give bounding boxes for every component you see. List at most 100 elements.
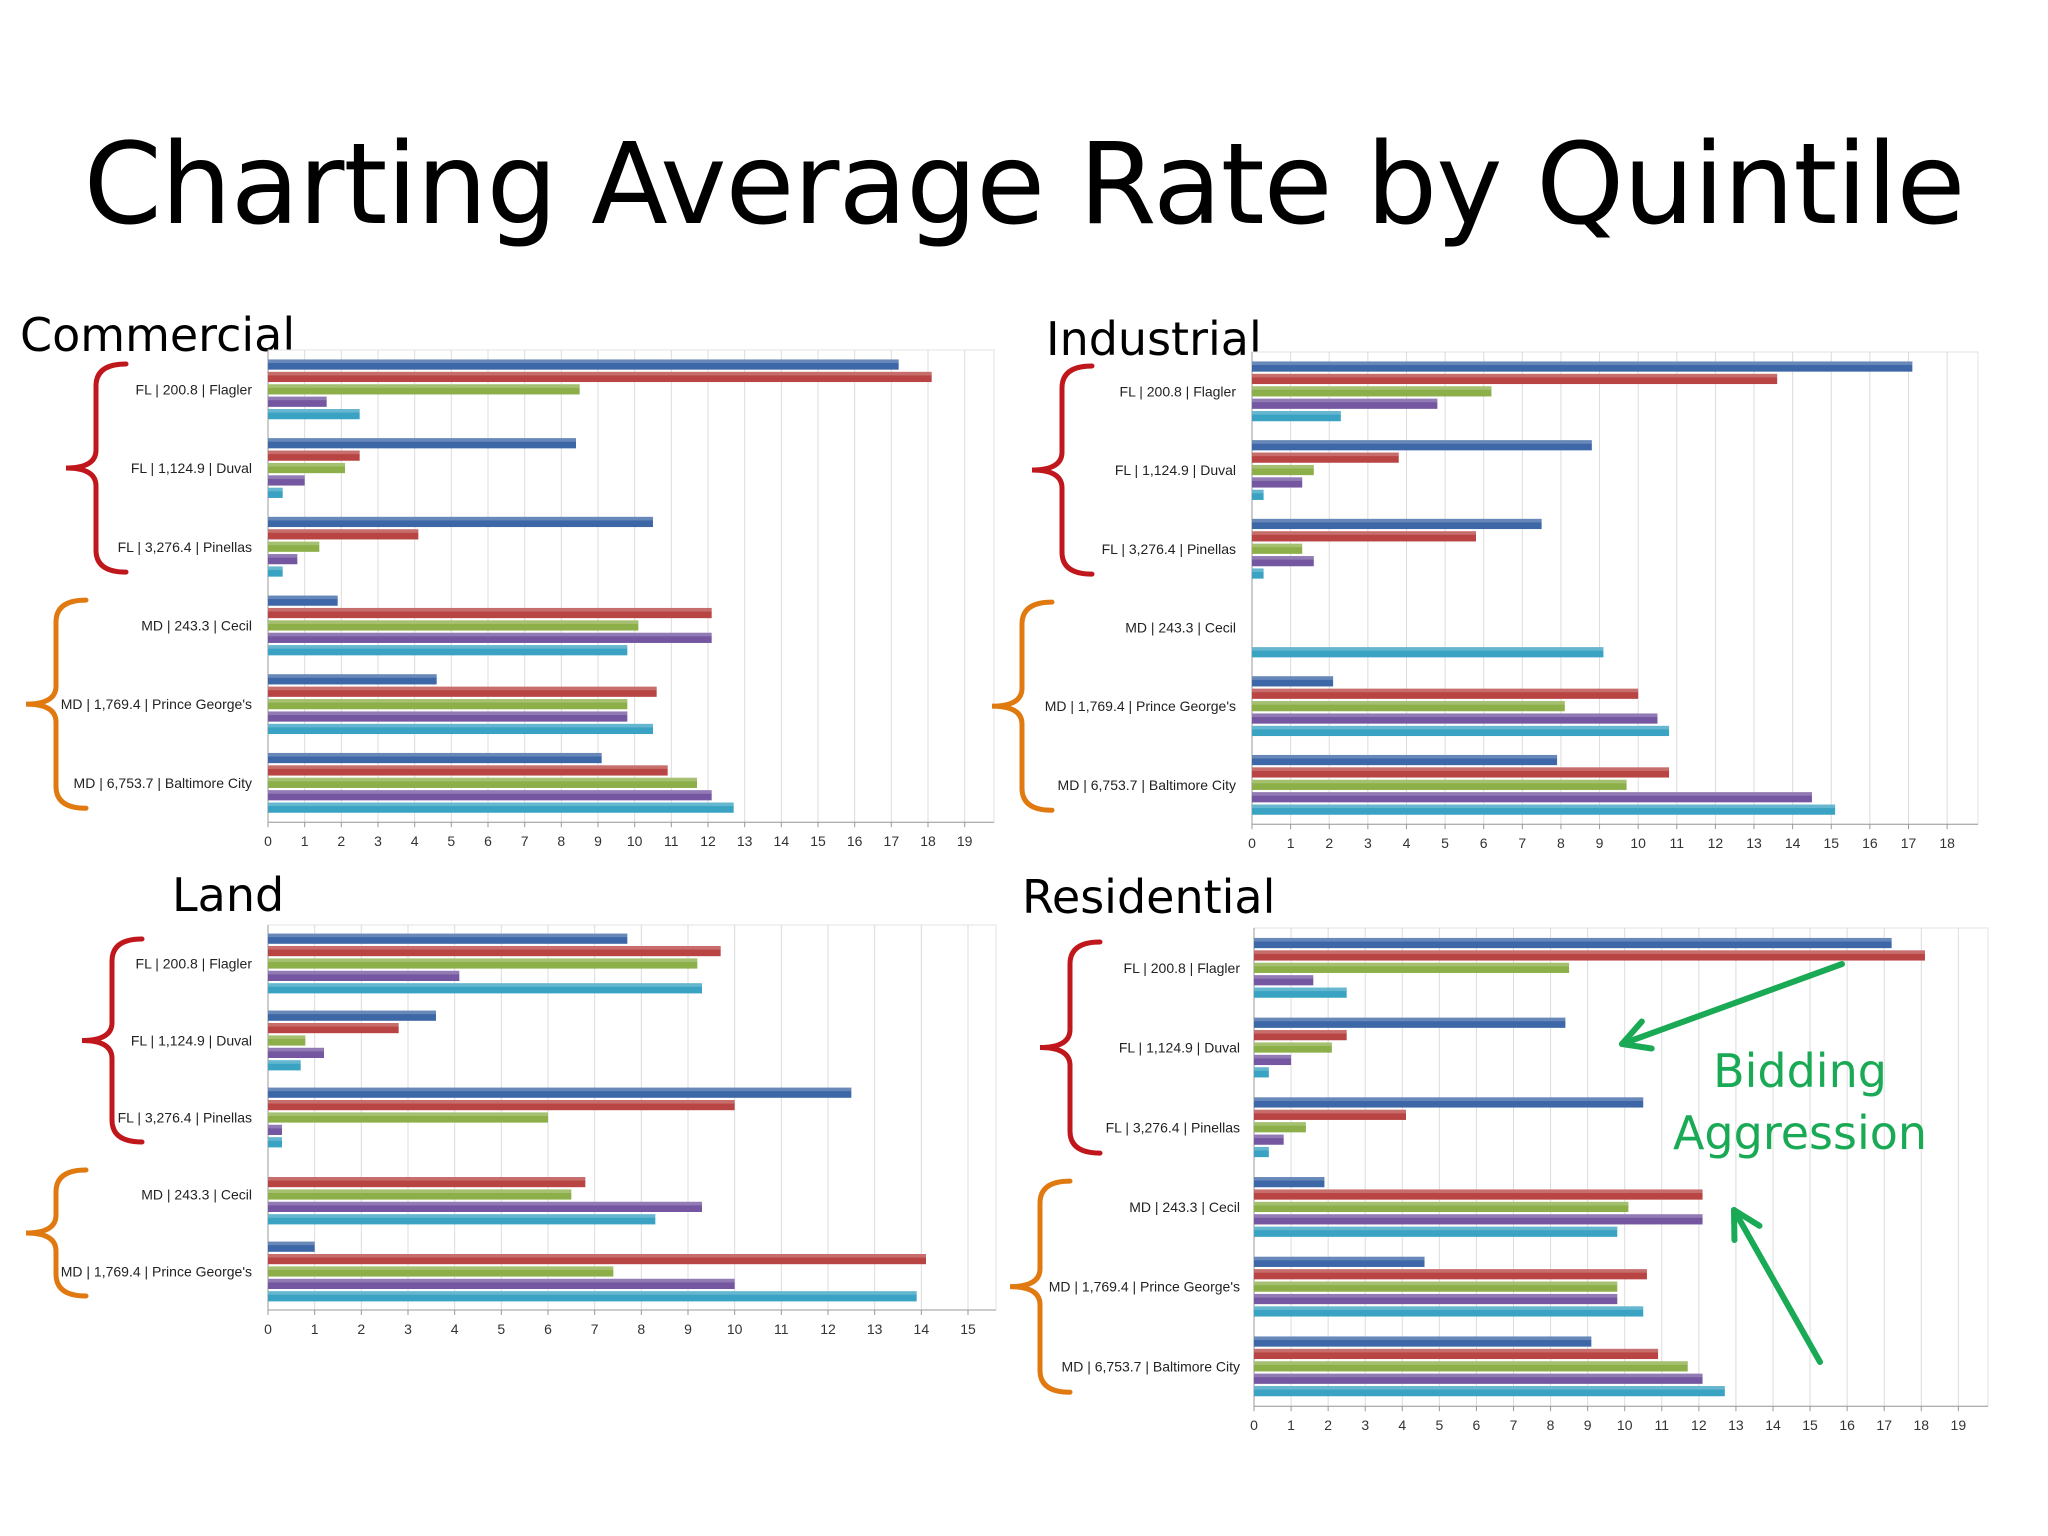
bar-highlight [268, 1087, 852, 1092]
bar-series-1 [1252, 754, 1558, 766]
bar-series-3 [1254, 1042, 1332, 1053]
bar-series-4 [1252, 792, 1812, 803]
bar-highlight [1252, 452, 1399, 457]
x-tick-label: 6 [1473, 1417, 1481, 1433]
x-tick-label: 8 [557, 833, 565, 849]
x-tick-label: 4 [411, 833, 419, 849]
bar-series-3 [1254, 1122, 1306, 1133]
x-tick-label: 6 [484, 833, 492, 849]
bar-highlight [1254, 1281, 1618, 1286]
bar-series-5 [268, 802, 734, 813]
category-label: MD | 1,769.4 | Prince George's [61, 1264, 252, 1280]
x-tick-label: 15 [960, 1321, 976, 1337]
x-tick-label: 18 [1913, 1417, 1929, 1433]
category-label: MD | 243.3 | Cecil [1125, 619, 1236, 635]
x-tick-label: 9 [684, 1321, 692, 1337]
bar-highlight [1254, 1214, 1703, 1218]
bar-highlight [268, 723, 653, 728]
x-tick-label: 14 [774, 833, 790, 849]
bar-series-1 [1254, 1336, 1592, 1347]
bar-series-1 [1254, 937, 1892, 949]
bar-highlight [1254, 1306, 1644, 1310]
bar-highlight [1252, 361, 1913, 366]
bar-highlight [1254, 1017, 1566, 1022]
bar-series-2 [268, 607, 712, 619]
bar-highlight [268, 933, 628, 938]
x-tick-label: 15 [1823, 835, 1839, 851]
bar-series-5 [268, 723, 653, 735]
bar-series-5 [1254, 1067, 1269, 1078]
bar-series-2 [1252, 767, 1670, 778]
bar-series-1 [268, 438, 576, 449]
bar-highlight [268, 711, 628, 716]
category-label: MD | 1,769.4 | Prince George's [1045, 698, 1236, 714]
bar-highlight [268, 1201, 702, 1206]
bar-highlight [268, 777, 697, 782]
bar-highlight [1252, 767, 1670, 771]
bar-highlight [268, 541, 320, 546]
residential-panel-title: Residential [1022, 870, 1276, 924]
bar-highlight [268, 686, 657, 691]
category-label: MD | 243.3 | Cecil [1129, 1199, 1240, 1215]
x-tick-label: 13 [737, 833, 753, 849]
bar-highlight [1252, 477, 1303, 481]
bar-series-3 [268, 620, 639, 631]
x-tick-label: 7 [591, 1321, 599, 1337]
bar-series-5 [1254, 1226, 1618, 1237]
x-tick-label: 13 [1728, 1417, 1744, 1433]
bar-highlight [1252, 489, 1264, 494]
x-tick-label: 3 [404, 1321, 412, 1337]
x-tick-label: 11 [774, 1321, 789, 1337]
x-tick-label: 8 [637, 1321, 645, 1337]
bar-highlight [268, 396, 327, 401]
bar-highlight [1252, 676, 1334, 680]
bar-series-4 [1254, 975, 1314, 986]
x-tick-label: 14 [1765, 1417, 1781, 1433]
bar-series-4 [268, 711, 628, 722]
x-tick-label: 14 [1785, 835, 1801, 851]
category-label: MD | 6,753.7 | Baltimore City [74, 775, 252, 791]
bar-highlight [268, 1137, 282, 1141]
x-tick-label: 13 [1746, 835, 1762, 851]
bar-series-4 [268, 790, 712, 801]
bar-series-2 [1252, 452, 1399, 463]
bar-series-4 [1252, 556, 1314, 567]
bar-highlight [268, 475, 305, 479]
bar-series-3 [268, 1189, 572, 1200]
bar-highlight [268, 529, 419, 533]
x-tick-label: 11 [664, 833, 679, 849]
bar-series-1 [268, 1010, 436, 1021]
bar-series-5 [1252, 647, 1604, 658]
x-tick-label: 2 [1325, 835, 1333, 851]
bar-series-2 [268, 1177, 586, 1188]
bar-series-4 [1252, 477, 1303, 488]
bar-highlight [268, 674, 437, 678]
x-tick-label: 2 [357, 1321, 365, 1337]
bar-series-3 [1252, 543, 1303, 554]
bar-series-1 [268, 516, 653, 528]
category-label: FL | 3,276.4 | Pinellas [1102, 541, 1236, 557]
bar-series-2 [1254, 950, 1925, 961]
bar-series-4 [1254, 1054, 1292, 1066]
slide-title: Charting Average Rate by Quintile [83, 120, 1966, 250]
bar-series-5 [268, 1060, 301, 1071]
bar-series-3 [268, 384, 580, 395]
bar-series-4 [268, 1201, 702, 1212]
x-tick-label: 16 [847, 833, 863, 849]
bar-highlight [268, 487, 283, 492]
x-tick-label: 19 [1951, 1417, 1967, 1433]
bar-series-3 [268, 1112, 548, 1123]
x-tick-label: 17 [1901, 835, 1917, 851]
x-tick-label: 11 [1655, 1417, 1670, 1433]
category-label: FL | 1,124.9 | Duval [131, 460, 252, 476]
bar-series-1 [1254, 1177, 1325, 1188]
bar-series-4 [268, 1124, 282, 1135]
bar-highlight [268, 632, 712, 637]
bar-series-5 [1254, 1146, 1269, 1158]
category-label: FL | 1,124.9 | Duval [1119, 1040, 1240, 1056]
bar-series-2 [268, 1023, 399, 1034]
bar-series-3 [1252, 701, 1565, 712]
plot-area [1253, 927, 1989, 1407]
bar-highlight [268, 970, 460, 975]
category-label: FL | 200.8 | Flagler [1120, 383, 1237, 399]
